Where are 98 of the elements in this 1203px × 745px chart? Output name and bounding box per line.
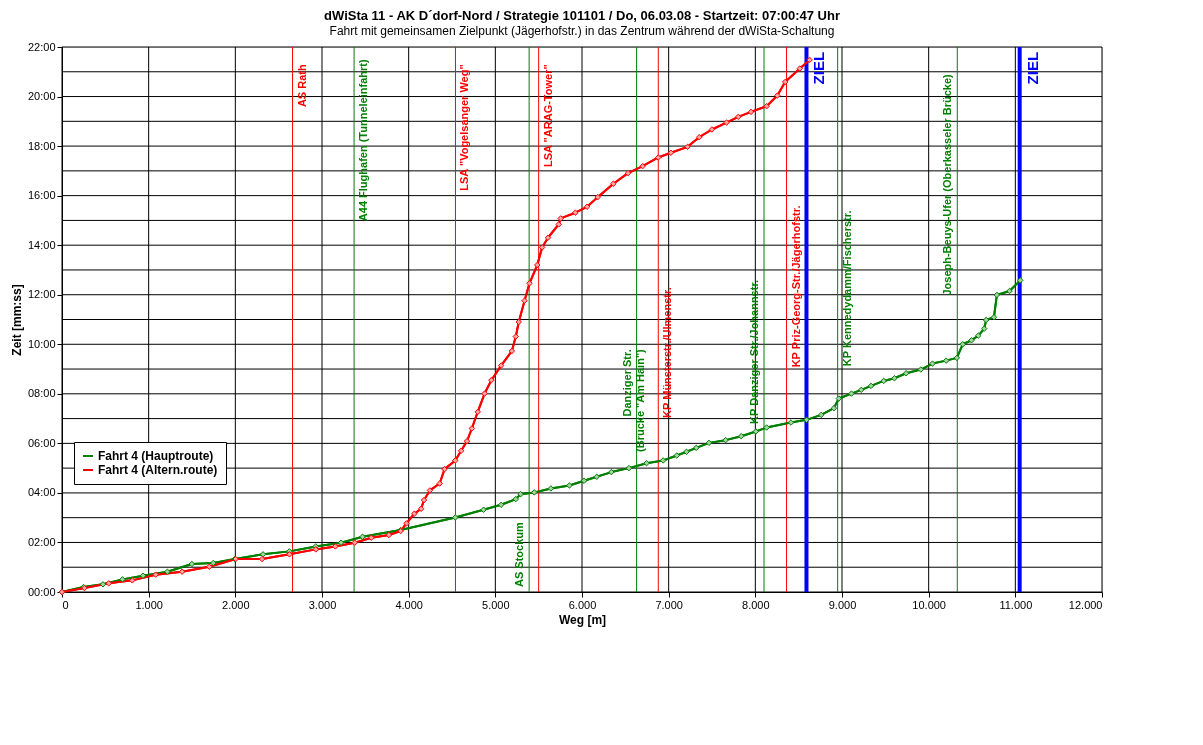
point [497,362,505,369]
point [747,108,755,116]
chart-title: dWiSta 11 - AK D´dorf-Nord / Strategie 101101 / Do, 06.03.08 - Startzeit: 07:00:47 Uhr [324,8,840,23]
y-axis-title: Zeit [mm:ss] [9,284,24,356]
x-tick-label: 0 [62,598,69,611]
x-tick-label: 5.000 [482,598,510,611]
point [508,347,516,355]
point [667,149,675,157]
chart-subtitle: Fahrt mit gemeinsamen Zielpunkt (Jägerhofstr.) in das Zentrum während der dWiSta-Schaltung [329,24,835,38]
ref-line-label: KP Münsterstr./Ulmenstr. [661,287,674,418]
point [351,539,358,546]
y-tick-label: 20:00 [27,90,56,103]
point [515,318,522,326]
y-tick-label: 12:00 [27,288,56,301]
point [452,457,459,464]
point [420,496,428,504]
x-tick-label: 6.000 [568,598,597,611]
y-tick-label: 06:00 [27,436,56,449]
ref-line-label: A44 Flughafen (Tunneleinfahrt) [357,59,370,222]
point [555,221,562,228]
point [583,203,591,211]
point [512,333,520,340]
point [763,102,770,110]
point [610,180,617,187]
x-tick-label: 8.000 [742,598,770,611]
point [696,133,703,141]
legend-label: Fahrt 4 (Hauptroute) [98,449,214,463]
y-tick-label: 22:00 [27,40,56,53]
ref-line-label: Danziger Str. (Brücke "Am Hain") [620,348,646,452]
x-tick-label: 12.000 [1068,598,1103,611]
point [544,234,552,241]
point [441,465,448,473]
point [684,143,691,151]
point [258,555,266,563]
point [708,126,716,133]
y-tick-label: 16:00 [27,189,56,202]
point [385,531,393,539]
y-tick-label: 02:00 [27,535,56,548]
ref-line-label: Joseph-Beuys-Ufer (Oberkasseler Brücke) [941,73,954,296]
point [481,390,488,397]
x-tick-label: 4.000 [395,598,423,611]
ref-line-label: KP Kennedydamm/Fischerstr. [840,210,853,367]
y-tick-label: 04:00 [27,486,56,499]
x-tick-label: 2.000 [222,598,250,611]
point [624,169,632,177]
ref-line-label: LSA "ARAG-Tower" [541,64,554,168]
x-tick-label: 9.000 [828,598,857,611]
point [526,280,533,287]
ref-line-label: KP Danziger Str./Johannstr. [748,279,760,424]
ref-line-label: KP Priz-Georg-Str./Jägerhofstr. [789,205,802,368]
legend-label: Fahrt 4 (Altern.route) [98,463,218,477]
point [426,487,434,494]
ref-line-label: AS Rath [295,64,308,108]
point [521,297,528,304]
point [474,408,481,416]
point [774,92,781,99]
point [436,480,443,487]
point [468,425,476,432]
point [488,376,495,384]
point [129,577,136,584]
point [594,193,602,201]
point [735,113,742,121]
point [178,568,186,575]
point [639,162,646,170]
ref-line-label: ZIEL [810,51,828,85]
x-tick-label: 3.000 [308,598,337,611]
point [417,505,425,512]
point [368,534,375,541]
point [105,580,113,587]
point [206,563,213,570]
ref-line-label: LSA "Vogelsanger Weg" [458,64,471,191]
ref-line-label: AS Stockum [513,522,526,588]
y-tick-label: 08:00 [27,387,56,400]
x-tick-label: 10.000 [912,598,946,611]
ref-line-label: ZIEL [1023,51,1041,85]
point [655,154,662,161]
point [152,571,159,578]
point [538,244,546,251]
y-tick-label: 18:00 [27,139,56,152]
point [411,510,418,517]
point [463,437,471,445]
point [457,447,465,455]
point [403,520,410,527]
x-axis-title: Weg [m] [558,612,607,627]
x-tick-label: 11.000 [999,598,1033,611]
y-tick-label: 00:00 [27,585,56,598]
point [723,119,730,126]
point [534,261,541,269]
y-tick-label: 10:00 [27,337,56,350]
y-tick-label: 14:00 [27,238,56,251]
point [781,78,789,86]
point [796,65,804,72]
x-tick-label: 7.000 [655,598,683,611]
point [332,543,339,550]
point [572,209,579,216]
x-tick-label: 1.000 [135,598,163,611]
point [557,215,564,222]
point [806,56,813,64]
